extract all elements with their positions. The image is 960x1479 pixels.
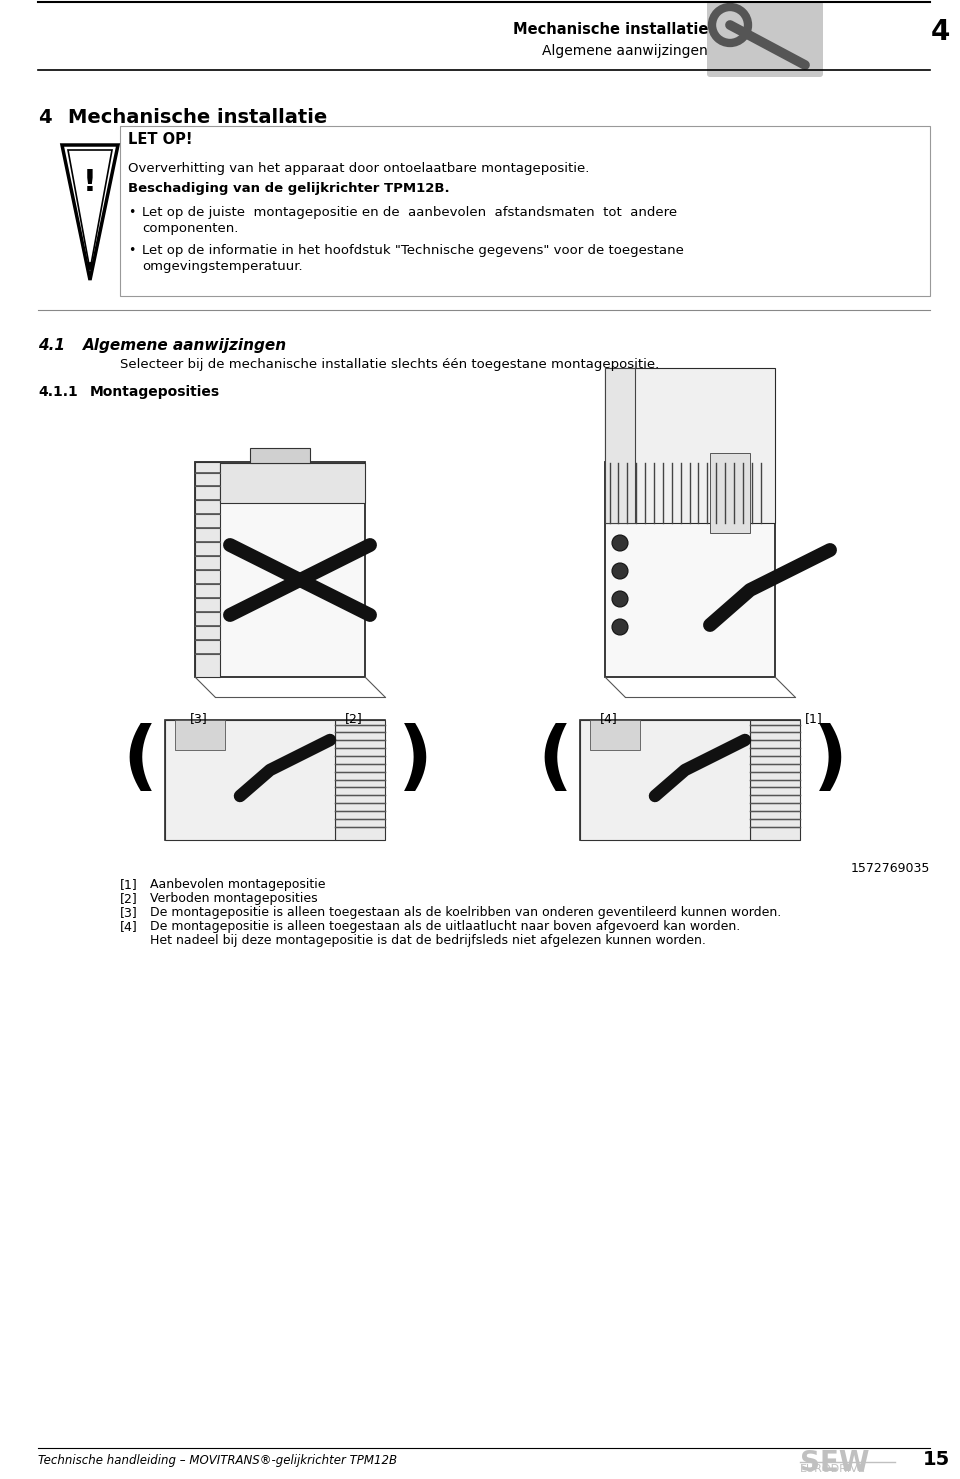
- Text: Algemene aanwijzingen: Algemene aanwijzingen: [542, 44, 708, 58]
- Text: Verboden montageposities: Verboden montageposities: [150, 892, 318, 905]
- Text: omgevingstemperatuur.: omgevingstemperatuur.: [142, 260, 302, 274]
- Text: De montagepositie is alleen toegestaan als de uitlaatlucht naar boven afgevoerd : De montagepositie is alleen toegestaan a…: [150, 920, 740, 933]
- Text: [3]: [3]: [190, 711, 207, 725]
- Text: !: !: [84, 169, 97, 197]
- Text: ): ): [397, 723, 432, 797]
- Circle shape: [722, 16, 738, 33]
- FancyBboxPatch shape: [590, 720, 640, 750]
- FancyBboxPatch shape: [250, 448, 310, 463]
- Text: 4.1.1: 4.1.1: [38, 385, 78, 399]
- Text: •: •: [128, 244, 135, 257]
- Text: Technische handleiding – MOVITRANS®-gelijkrichter TPM12B: Technische handleiding – MOVITRANS®-geli…: [38, 1454, 397, 1467]
- Text: [1]: [1]: [120, 879, 137, 890]
- Polygon shape: [62, 145, 118, 280]
- Circle shape: [612, 563, 628, 578]
- Text: 15: 15: [923, 1449, 950, 1469]
- FancyBboxPatch shape: [175, 720, 225, 750]
- Text: Algemene aanwijzingen: Algemene aanwijzingen: [83, 339, 287, 353]
- FancyBboxPatch shape: [605, 368, 635, 524]
- Text: (: (: [123, 723, 157, 797]
- FancyBboxPatch shape: [710, 453, 750, 532]
- Text: 4: 4: [930, 18, 950, 46]
- FancyBboxPatch shape: [120, 126, 930, 296]
- Text: Oververhitting van het apparaat door ontoelaatbare montagepositie.: Oververhitting van het apparaat door ont…: [128, 163, 589, 175]
- FancyBboxPatch shape: [165, 720, 335, 840]
- FancyBboxPatch shape: [707, 1, 823, 77]
- Text: •: •: [128, 206, 135, 219]
- Text: [2]: [2]: [345, 711, 363, 725]
- FancyBboxPatch shape: [165, 720, 385, 840]
- FancyBboxPatch shape: [750, 720, 800, 840]
- Text: 4: 4: [38, 108, 52, 127]
- Text: De montagepositie is alleen toegestaan als de koelribben van onderen geventileer: De montagepositie is alleen toegestaan a…: [150, 907, 781, 918]
- Text: Mechanische installatie: Mechanische installatie: [68, 108, 327, 127]
- Text: EURODRIVE: EURODRIVE: [800, 1464, 866, 1475]
- Text: [3]: [3]: [120, 907, 137, 918]
- Text: [2]: [2]: [120, 892, 137, 905]
- FancyBboxPatch shape: [605, 461, 775, 677]
- FancyBboxPatch shape: [195, 461, 220, 677]
- Circle shape: [612, 620, 628, 634]
- Text: Selecteer bij de mechanische installatie slechts één toegestane montagepositie.: Selecteer bij de mechanische installatie…: [120, 358, 660, 371]
- Text: Beschadiging van de gelijkrichter TPM12B.: Beschadiging van de gelijkrichter TPM12B…: [128, 182, 449, 195]
- Circle shape: [612, 592, 628, 606]
- Text: [4]: [4]: [600, 711, 617, 725]
- FancyBboxPatch shape: [605, 368, 775, 524]
- Text: SEW: SEW: [800, 1449, 870, 1478]
- Text: ): ): [812, 723, 848, 797]
- FancyBboxPatch shape: [335, 720, 385, 840]
- FancyBboxPatch shape: [195, 461, 365, 677]
- Text: Let op de juiste  montagepositie en de  aanbevolen  afstandsmaten  tot  andere: Let op de juiste montagepositie en de aa…: [142, 206, 677, 219]
- FancyBboxPatch shape: [580, 720, 750, 840]
- Text: (: (: [538, 723, 572, 797]
- FancyBboxPatch shape: [220, 463, 365, 503]
- Text: 4.1: 4.1: [38, 339, 65, 353]
- Text: [4]: [4]: [120, 920, 137, 933]
- Text: LET OP!: LET OP!: [128, 132, 193, 146]
- Text: Aanbevolen montagepositie: Aanbevolen montagepositie: [150, 879, 325, 890]
- Text: 1572769035: 1572769035: [851, 862, 930, 876]
- Text: componenten.: componenten.: [142, 222, 238, 235]
- Text: Let op de informatie in het hoofdstuk "Technische gegevens" voor de toegestane: Let op de informatie in het hoofdstuk "T…: [142, 244, 684, 257]
- Text: [1]: [1]: [805, 711, 823, 725]
- Circle shape: [612, 535, 628, 552]
- FancyBboxPatch shape: [580, 720, 800, 840]
- Text: Het nadeel bij deze montagepositie is dat de bedrijfsleds niet afgelezen kunnen : Het nadeel bij deze montagepositie is da…: [150, 935, 706, 947]
- Text: Mechanische installatie: Mechanische installatie: [513, 22, 708, 37]
- FancyBboxPatch shape: [120, 126, 930, 148]
- Text: Montageposities: Montageposities: [90, 385, 220, 399]
